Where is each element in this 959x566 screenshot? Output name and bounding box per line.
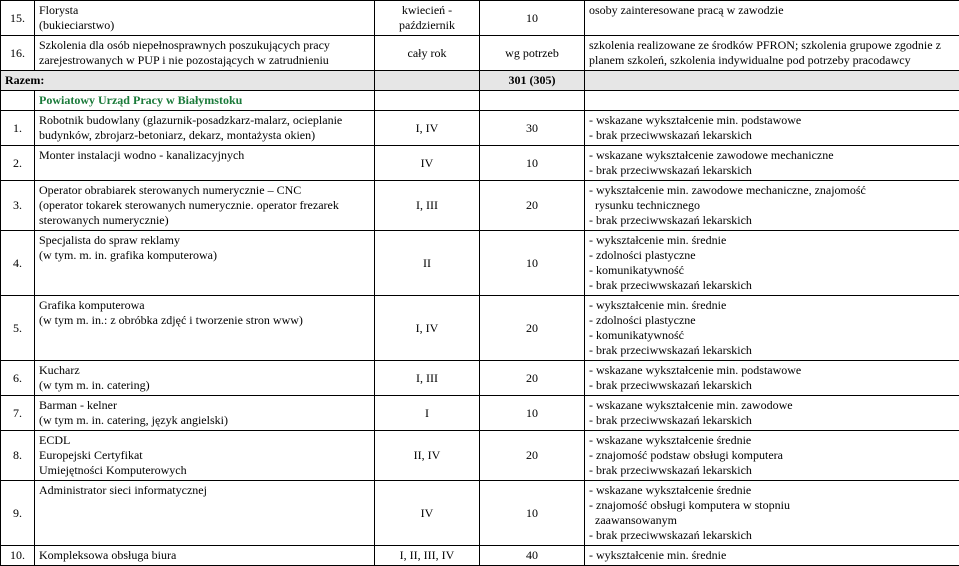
table-row: 1. Robotnik budowlany (glazurnik-posadzk… [1,111,959,146]
cell-num: 15. [1,1,35,36]
cell-num: 6. [1,361,35,396]
cell-count: 20 [480,296,585,361]
cell-name: Barman - kelner(w tym m. in. catering, j… [35,396,375,431]
cell-term: kwiecień -październik [375,1,480,36]
cell-term: I, III [375,181,480,231]
cell-count: 30 [480,111,585,146]
cell-count: 20 [480,361,585,396]
cell-req: - wskazane wykształcenie min. podstawowe… [585,111,959,146]
table-row: 2. Monter instalacji wodno - kanalizacyj… [1,146,959,181]
cell-name: Robotnik budowlany (glazurnik-posadzkarz… [35,111,375,146]
table-row: 3. Operator obrabiarek sterowanych numer… [1,181,959,231]
cell-name: Administrator sieci informatycznej [35,481,375,546]
cell-num: 16. [1,36,35,71]
cell-term: cały rok [375,36,480,71]
section-empty [480,91,585,111]
section-empty [375,91,480,111]
cell-name: Operator obrabiarek sterowanych numerycz… [35,181,375,231]
table-row: 5. Grafika komputerowa(w tym m. in.: z o… [1,296,959,361]
cell-term: I [375,396,480,431]
cell-name: ECDLEuropejski CertyfikatUmiejętności Ko… [35,431,375,481]
cell-req: - wskazane wykształcenie min. zawodowe- … [585,396,959,431]
cell-req: - wskazane wykształcenie średnie- znajom… [585,481,959,546]
cell-term: I, IV [375,111,480,146]
cell-name: Monter instalacji wodno - kanalizacyjnyc… [35,146,375,181]
cell-req: osoby zainteresowane pracą w zawodzie [585,1,959,36]
cell-count: 10 [480,396,585,431]
cell-req: - wskazane wykształcenie zawodowe mechan… [585,146,959,181]
cell-count: 10 [480,1,585,36]
section-empty [1,91,35,111]
cell-num: 4. [1,231,35,296]
cell-term: II [375,231,480,296]
cell-name: Florysta(bukieciarstwo) [35,1,375,36]
cell-num: 1. [1,111,35,146]
cell-req: - wskazane wykształcenie średnie- znajom… [585,431,959,481]
cell-count: 20 [480,181,585,231]
cell-req: - wskazane wykształcenie min. podstawowe… [585,361,959,396]
cell-num: 10. [1,546,35,566]
cell-count: wg potrzeb [480,36,585,71]
cell-name: Kompleksowa obsługa biura [35,546,375,566]
table-row: 7. Barman - kelner(w tym m. in. catering… [1,396,959,431]
cell-req: - wykształcenie min. średnie- zdolności … [585,296,959,361]
section-title: Powiatowy Urząd Pracy w Białymstoku [35,91,375,111]
cell-num: 9. [1,481,35,546]
cell-req: - wykształcenie min. zawodowe mechaniczn… [585,181,959,231]
cell-name: Specjalista do spraw reklamy(w tym. m. i… [35,231,375,296]
section-empty [585,91,959,111]
sum-label: Razem: [1,71,375,91]
sum-row: Razem: 301 (305) [1,71,959,91]
cell-term: I, III [375,361,480,396]
cell-count: 40 [480,546,585,566]
cell-req: szkolenia realizowane ze środków PFRON; … [585,36,959,71]
cell-name: Kucharz(w tym m. in. catering) [35,361,375,396]
cell-term: IV [375,146,480,181]
sum-empty [375,71,480,91]
cell-count: 20 [480,431,585,481]
cell-num: 3. [1,181,35,231]
cell-count: 10 [480,481,585,546]
table-row: 9. Administrator sieci informatycznej IV… [1,481,959,546]
cell-term: II, IV [375,431,480,481]
table-row: 8. ECDLEuropejski CertyfikatUmiejętności… [1,431,959,481]
cell-num: 5. [1,296,35,361]
table-row: 4. Specjalista do spraw reklamy(w tym. m… [1,231,959,296]
cell-count: 10 [480,146,585,181]
table-row: 6. Kucharz(w tym m. in. catering) I, III… [1,361,959,396]
cell-num: 7. [1,396,35,431]
cell-req: - wykształcenie min. średnie- zdolności … [585,231,959,296]
training-table: 15. Florysta(bukieciarstwo) kwiecień -pa… [0,0,959,566]
sum-empty [585,71,959,91]
cell-num: 8. [1,431,35,481]
table-row: 16. Szkolenia dla osób niepełnosprawnych… [1,36,959,71]
cell-num: 2. [1,146,35,181]
cell-term: IV [375,481,480,546]
cell-name: Grafika komputerowa(w tym m. in.: z obró… [35,296,375,361]
cell-term: I, IV [375,296,480,361]
table-row: 10. Kompleksowa obsługa biura I, II, III… [1,546,959,566]
cell-req: - wykształcenie min. średnie [585,546,959,566]
cell-count: 10 [480,231,585,296]
table-row: 15. Florysta(bukieciarstwo) kwiecień -pa… [1,1,959,36]
sum-total: 301 (305) [480,71,585,91]
cell-name: Szkolenia dla osób niepełnosprawnych pos… [35,36,375,71]
section-row: Powiatowy Urząd Pracy w Białymstoku [1,91,959,111]
cell-term: I, II, III, IV [375,546,480,566]
